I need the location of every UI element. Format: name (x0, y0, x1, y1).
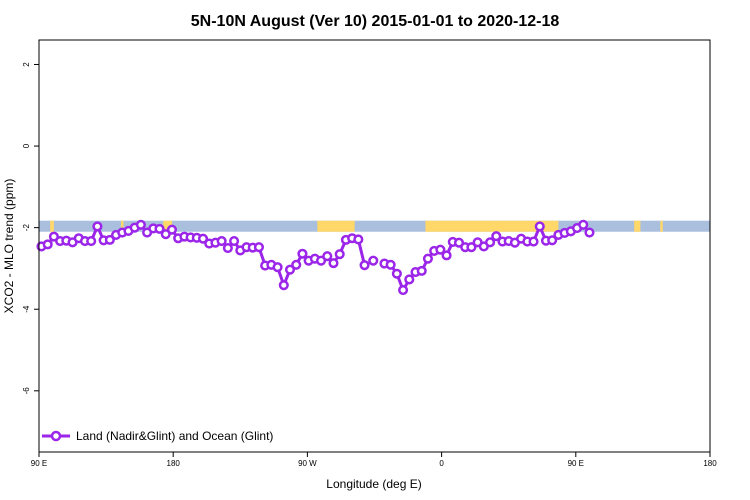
x-tick-label: 90 W (298, 459, 317, 468)
data-point (42, 239, 53, 250)
land-segment (50, 220, 54, 232)
x-tick-label: 0 (439, 459, 444, 468)
data-point (154, 223, 165, 234)
data-point (485, 237, 496, 248)
y-tick-label: 2 (22, 62, 31, 67)
y-tick-label: -4 (22, 305, 31, 313)
x-tick-label: 180 (703, 459, 717, 468)
data-point (166, 224, 178, 235)
data-point (584, 227, 595, 238)
x-axis-label: Longitude (deg E) (326, 477, 421, 491)
data-point (197, 233, 209, 244)
data-point (229, 236, 240, 247)
data-point (334, 249, 345, 260)
data-point (278, 280, 289, 291)
land-segment (317, 220, 355, 232)
land-ocean-band (39, 220, 710, 232)
data-point (416, 265, 427, 276)
x-tick-label: 180 (167, 459, 181, 468)
land-segment (660, 220, 663, 232)
data-point (272, 262, 283, 273)
data-point (359, 260, 370, 271)
data-point (368, 255, 379, 266)
data-point (422, 253, 433, 264)
chart-title: 5N-10N August (Ver 10) 2015-01-01 to 202… (191, 13, 560, 30)
land-segment (425, 220, 559, 232)
data-point (353, 234, 364, 245)
data-point (435, 244, 446, 255)
y-tick-label: -2 (22, 224, 31, 232)
y-tick-label: 0 (22, 143, 31, 148)
y-axis-ticks: 2 0 -2 -4 -6 (22, 62, 39, 395)
data-point (284, 264, 296, 275)
legend-label: Land (Nadir&Glint) and Ocean (Glint) (76, 429, 273, 443)
x-tick-label: 90 E (31, 459, 47, 468)
land-segment (163, 220, 172, 232)
data-point (253, 242, 264, 253)
data-point (578, 219, 589, 230)
data-point (491, 231, 502, 242)
data-point (135, 219, 146, 230)
data-point (297, 248, 308, 259)
data-point (104, 234, 115, 245)
data-point (528, 236, 539, 247)
data-point (222, 242, 233, 254)
data-point (328, 258, 339, 269)
plot-frame (38, 39, 711, 453)
ocean-band (39, 220, 710, 232)
data-point (385, 259, 396, 270)
data-point (466, 242, 477, 253)
data-point (441, 250, 452, 261)
legend-marker-swatch (50, 430, 62, 442)
data-point (291, 259, 302, 270)
data-point (398, 285, 409, 296)
data-point (322, 251, 333, 262)
data-point (391, 268, 402, 279)
data-point (216, 236, 227, 247)
data-point (92, 221, 103, 232)
data-point (404, 274, 415, 285)
data-point (547, 235, 558, 246)
series-layer (36, 219, 595, 296)
land-segment (121, 220, 124, 232)
data-point (86, 236, 97, 247)
x-axis-ticks: 90 E 180 90 W 0 90 E 180 (31, 452, 717, 468)
y-tick-label: -6 (22, 387, 31, 395)
data-point (534, 221, 545, 232)
y-axis-label: XCO2 - MLO trend (ppm) (2, 179, 16, 314)
land-segment (634, 220, 641, 232)
x-tick-label: 90 E (568, 459, 584, 468)
legend: Land (Nadir&Glint) and Ocean (Glint) (42, 429, 273, 443)
